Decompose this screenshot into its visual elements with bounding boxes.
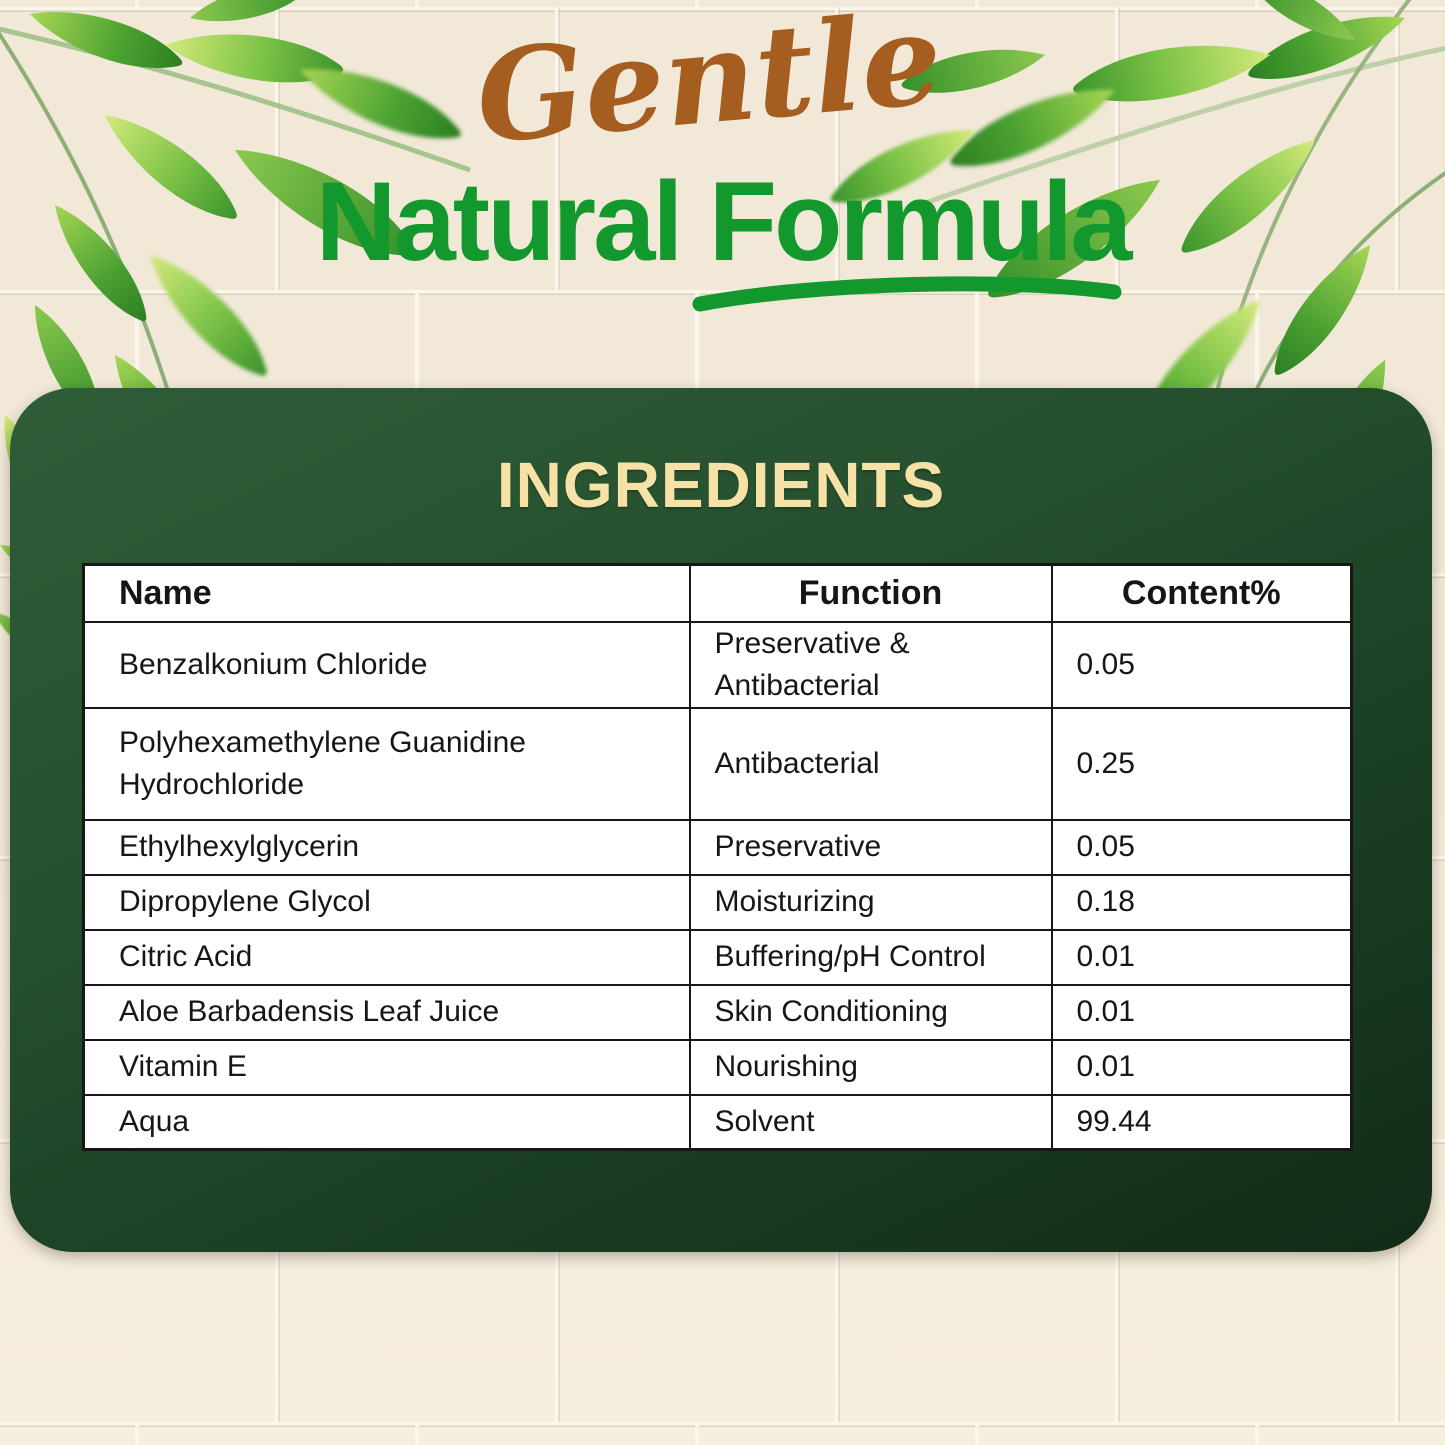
cell-name: Citric Acid: [82, 928, 691, 986]
cell-content: 0.01: [1050, 928, 1353, 986]
column-header-content: Content%: [1050, 563, 1353, 623]
table-row: Benzalkonium Chloride Preservative & Anti…: [82, 620, 1353, 709]
cell-content: 0.01: [1050, 983, 1353, 1041]
cell-function: Nourishing: [688, 1038, 1053, 1096]
cell-function: Solvent: [688, 1093, 1053, 1151]
cell-content: 0.05: [1050, 818, 1353, 876]
ingredients-table: Name Function Content% Benzalkonium Chlo…: [82, 563, 1353, 1151]
cell-name: Aqua: [82, 1093, 691, 1151]
cell-name: Aloe Barbadensis Leaf Juice: [82, 983, 691, 1041]
cell-name: Vitamin E: [82, 1038, 691, 1096]
cell-function: Buffering/pH Control: [688, 928, 1053, 986]
table-row: Aloe Barbadensis Leaf Juice Skin Conditio…: [82, 983, 1353, 1041]
cell-content: 0.18: [1050, 873, 1353, 931]
table-row: Ethylhexylglycerin Preservative 0.05: [82, 818, 1353, 876]
column-header-name: Name: [82, 563, 691, 623]
cell-function: Preservative: [688, 818, 1053, 876]
ingredients-table-body: Benzalkonium Chloride Preservative & Anti…: [82, 620, 1353, 1151]
heading-underline: [692, 276, 1122, 312]
main-heading: Natural Formula: [315, 159, 1133, 284]
cell-function: Preservative & Antibacterial: [688, 620, 1053, 709]
table-row: Aqua Solvent 99.44: [82, 1093, 1353, 1151]
cell-function: Moisturizing: [688, 873, 1053, 931]
cell-content: 99.44: [1050, 1093, 1353, 1151]
cell-name: Dipropylene Glycol: [82, 873, 691, 931]
table-row: Dipropylene Glycol Moisturizing 0.18: [82, 873, 1353, 931]
cell-name: Ethylhexylglycerin: [82, 818, 691, 876]
cell-name: Benzalkonium Chloride: [82, 620, 691, 709]
table-row: Citric Acid Buffering/pH Control 0.01: [82, 928, 1353, 986]
ingredients-title: INGREDIENTS: [496, 449, 946, 521]
column-header-function: Function: [688, 563, 1053, 623]
cell-name: Polyhexamethylene Guanidine Hydrochlorid…: [82, 706, 691, 821]
cell-function: Antibacterial: [688, 706, 1053, 821]
table-row: Vitamin E Nourishing 0.01: [82, 1038, 1353, 1096]
cell-content: 0.01: [1050, 1038, 1353, 1096]
table-row: Polyhexamethylene Guanidine Hydrochlorid…: [82, 706, 1353, 821]
script-heading: Gentle: [470, 0, 947, 173]
cell-function: Skin Conditioning: [688, 983, 1053, 1041]
cell-content: 0.25: [1050, 706, 1353, 821]
table-header-row: Name Function Content%: [82, 563, 1353, 623]
ingredients-panel: INGREDIENTS Name Function Content% Benza…: [10, 388, 1432, 1252]
cell-content: 0.05: [1050, 620, 1353, 709]
